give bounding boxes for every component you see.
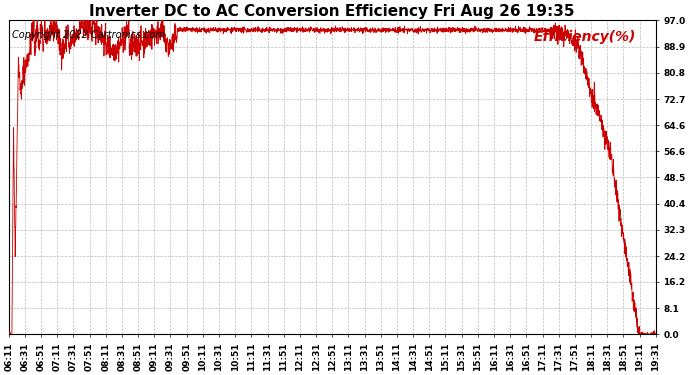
Text: Efficiency(%): Efficiency(%) bbox=[534, 30, 636, 44]
Title: Inverter DC to AC Conversion Efficiency Fri Aug 26 19:35: Inverter DC to AC Conversion Efficiency … bbox=[90, 4, 575, 19]
Text: Copyright 2022 Cartronics.com: Copyright 2022 Cartronics.com bbox=[12, 30, 165, 40]
